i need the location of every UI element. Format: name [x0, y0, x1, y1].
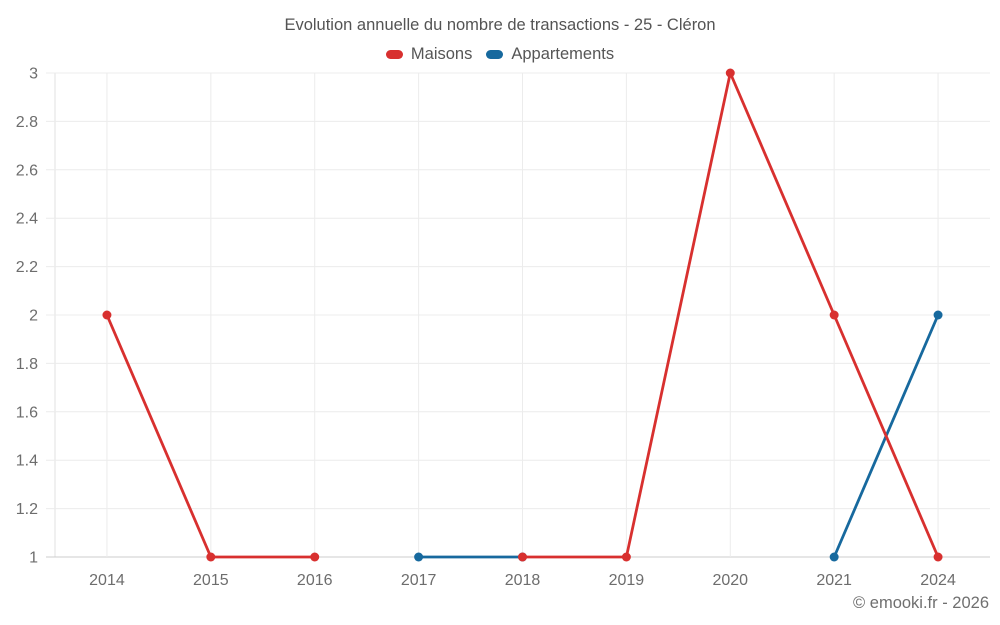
- data-point: [933, 310, 943, 320]
- x-tick-label: 2021: [816, 572, 852, 589]
- data-point: [725, 68, 735, 78]
- x-tick-label: 2015: [193, 572, 229, 589]
- data-point: [829, 310, 839, 320]
- legend-item-appartements[interactable]: Appartements: [486, 45, 614, 64]
- y-tick-label: 1.2: [16, 501, 38, 518]
- data-point: [414, 552, 424, 562]
- y-tick-label: 2.4: [16, 211, 38, 228]
- appartements-series-swatch-icon: [486, 50, 504, 59]
- y-tick-label: 1.8: [16, 356, 38, 373]
- x-tick-label: 2014: [89, 572, 125, 589]
- x-tick-label: 2024: [920, 572, 956, 589]
- y-tick-label: 1.6: [16, 404, 38, 421]
- legend-item-maisons[interactable]: Maisons: [385, 45, 473, 64]
- maisons-series-swatch-icon: [385, 50, 403, 59]
- y-tick-label: 2: [29, 308, 38, 325]
- y-tick-label: 2.2: [16, 259, 38, 276]
- data-point: [310, 552, 320, 562]
- y-tick-label: 3: [29, 66, 38, 83]
- x-tick-label: 2020: [712, 572, 748, 589]
- data-point: [206, 552, 216, 562]
- x-tick-label: 2017: [401, 572, 437, 589]
- data-point: [621, 552, 631, 562]
- y-tick-label: 2.6: [16, 162, 38, 179]
- data-point: [829, 552, 839, 562]
- data-point: [102, 310, 112, 320]
- chart-legend: Maisons Appartements: [0, 45, 1000, 64]
- legend-label-appartements: Appartements: [511, 45, 615, 63]
- x-tick-label: 2016: [297, 572, 333, 589]
- data-point: [933, 552, 943, 562]
- copyright-notice: © emooki.fr - 2026: [853, 594, 989, 612]
- chart-title: Evolution annuelle du nombre de transact…: [284, 16, 716, 34]
- x-tick-label: 2019: [609, 572, 645, 589]
- data-point: [518, 552, 527, 562]
- y-tick-label: 1.4: [16, 453, 38, 470]
- legend-label-maisons: Maisons: [410, 45, 473, 63]
- y-tick-label: 2.8: [16, 114, 38, 131]
- y-tick-label: 1: [29, 550, 38, 567]
- x-tick-label: 2018: [505, 572, 541, 589]
